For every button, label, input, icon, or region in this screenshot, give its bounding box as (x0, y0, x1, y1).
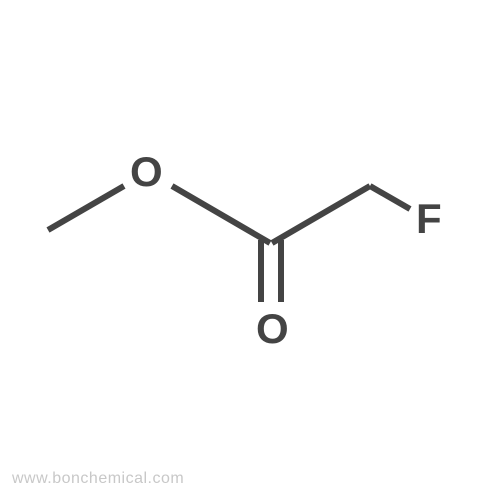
background (0, 0, 500, 500)
chemical-structure-diagram: O O F (0, 0, 500, 500)
atom-oxygen-2: O (256, 305, 289, 352)
atom-fluorine: F (416, 195, 442, 242)
watermark-text: www.bonchemical.com (12, 470, 184, 488)
atom-oxygen-1: O (130, 148, 163, 195)
